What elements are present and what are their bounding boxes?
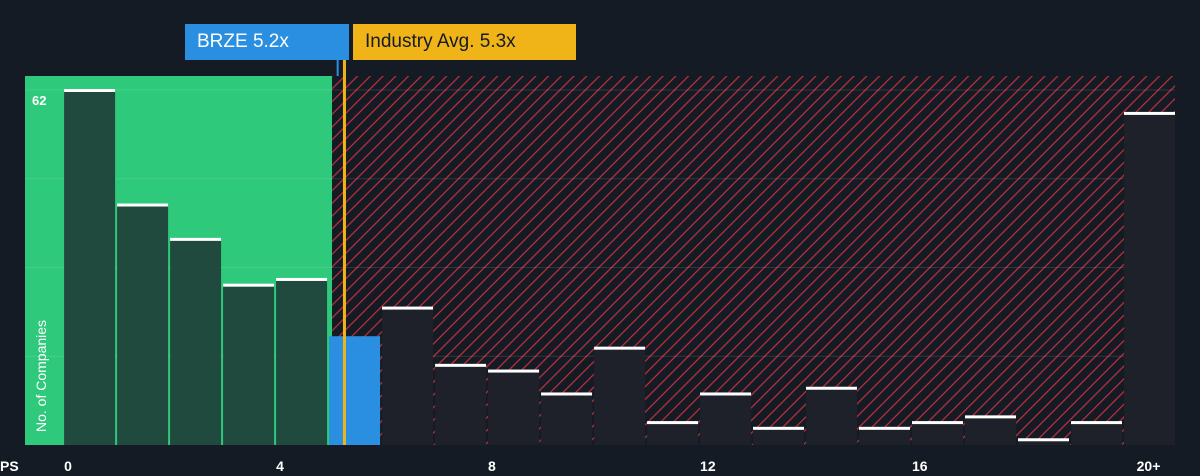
- bar-10: [594, 347, 646, 445]
- bar-top-11: [647, 421, 699, 425]
- bar-15: [859, 427, 911, 445]
- bar-1: [117, 204, 169, 445]
- x-tick-8: 8: [488, 458, 496, 474]
- bar-top-8: [488, 369, 540, 373]
- bar-11: [647, 422, 699, 445]
- bar-top-2: [170, 237, 222, 241]
- y-max-label: 62: [32, 93, 46, 108]
- bar-0: [64, 90, 116, 445]
- bar-top-3: [223, 283, 275, 287]
- bar-17: [965, 416, 1017, 445]
- bar-top-0: [64, 89, 116, 92]
- industry-avg-callout: Industry Avg. 5.3x: [365, 31, 516, 52]
- bar-8: [488, 370, 540, 445]
- industry-callout-box: [353, 24, 576, 60]
- y-axis-label: No. of Companies: [33, 320, 49, 432]
- bar-top-20: [1124, 111, 1175, 115]
- bar-top-1: [117, 203, 169, 207]
- bar-top-12: [700, 392, 752, 396]
- bar-9: [541, 393, 593, 445]
- bar-19: [1071, 422, 1123, 445]
- bar-top-4: [276, 277, 328, 281]
- bar-6: [382, 307, 434, 445]
- bar-20: [1124, 112, 1175, 445]
- bar-12: [700, 393, 752, 445]
- industry-marker-line: [342, 30, 346, 445]
- company-callout-box: [185, 24, 349, 60]
- x-tick-20+: 20+: [1137, 458, 1161, 474]
- bar-top-15: [859, 426, 911, 430]
- bar-3: [223, 284, 275, 445]
- bar-top-6: [382, 306, 434, 310]
- bar-top-18: [1018, 438, 1070, 442]
- bar-top-10: [594, 346, 646, 350]
- bar-7: [435, 364, 487, 445]
- x-tick-12: 12: [700, 458, 716, 474]
- bar-5: [329, 336, 381, 445]
- bar-16: [912, 422, 964, 445]
- bar-2: [170, 238, 222, 445]
- bar-top-17: [965, 415, 1017, 419]
- bar-top-9: [541, 392, 593, 396]
- company-ps-callout: BRZE 5.2x: [197, 31, 289, 52]
- bar-14: [806, 387, 858, 445]
- bar-top-16: [912, 421, 964, 425]
- bar-top-13: [753, 426, 805, 430]
- bar-top-19: [1071, 421, 1123, 425]
- x-tick-16: 16: [912, 458, 928, 474]
- bar-18: [1018, 439, 1070, 445]
- x-tick-0: 0: [64, 458, 72, 474]
- x-tick-4: 4: [276, 458, 284, 474]
- x-axis-label: PS: [0, 458, 19, 474]
- bar-4: [276, 278, 328, 445]
- bar-top-14: [806, 386, 858, 390]
- bar-top-7: [435, 363, 487, 367]
- bar-13: [753, 427, 805, 445]
